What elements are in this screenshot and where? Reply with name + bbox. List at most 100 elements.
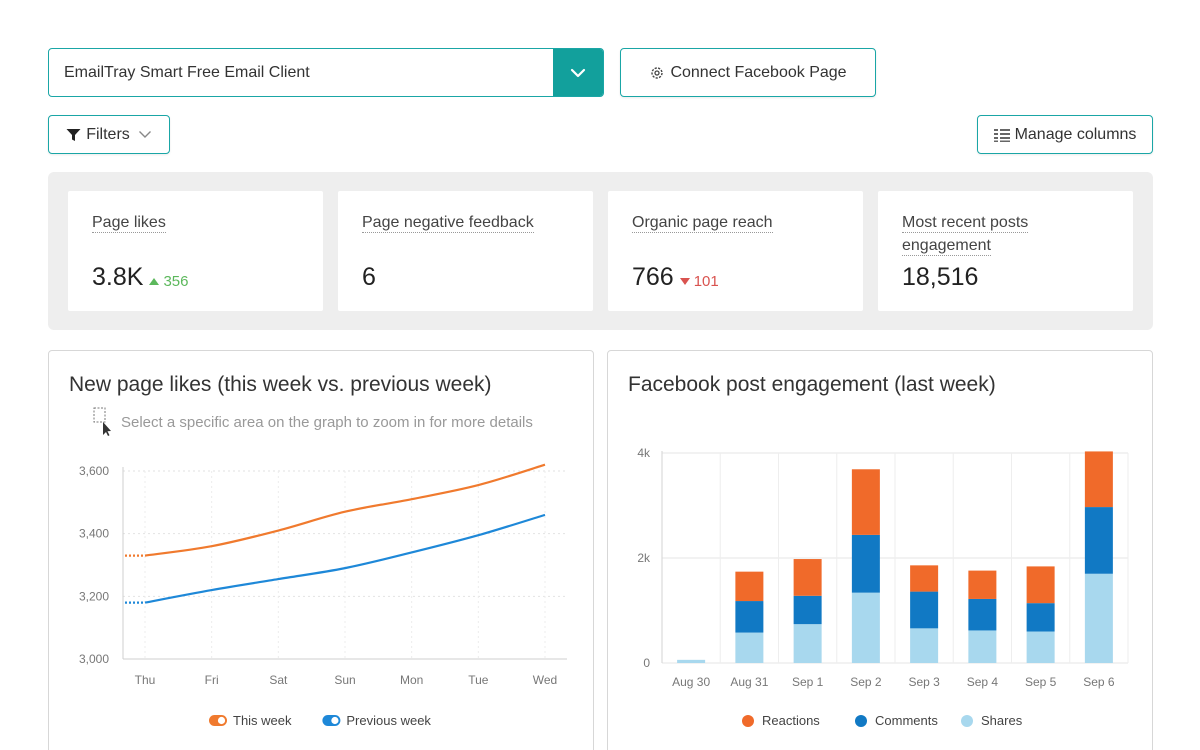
page-select-value: EmailTray Smart Free Email Client — [64, 63, 310, 81]
legend-toggle-knob — [331, 716, 339, 725]
bar-segment — [968, 630, 997, 663]
x-tick-label: Sep 3 — [908, 675, 940, 689]
x-tick-label: Aug 31 — [730, 675, 768, 689]
gear-icon — [649, 65, 665, 81]
filters-button[interactable]: Filters — [48, 115, 170, 154]
legend-label: Previous week — [346, 713, 431, 728]
legend-label: Reactions — [762, 713, 820, 728]
filters-label: Filters — [86, 125, 130, 143]
legend-dot-icon — [961, 715, 973, 727]
x-tick-label: Sep 6 — [1083, 675, 1115, 689]
kpi-card-posts-engagement: Most recent posts engagement 18,516 — [878, 191, 1133, 311]
panel-title: Facebook post engagement (last week) — [628, 373, 996, 396]
chevron-down-icon — [138, 130, 152, 139]
bar-segment — [910, 628, 939, 663]
legend-label: This week — [233, 713, 292, 728]
kpi-card-page-likes: Page likes 3.8K 356 — [68, 191, 323, 311]
bar-segment — [851, 469, 880, 535]
y-tick-label: 0 — [643, 656, 650, 670]
kpi-delta-value: 101 — [693, 273, 719, 290]
bar-segment — [1084, 573, 1113, 663]
series-line — [144, 513, 546, 604]
kpi-card-negative-feedback: Page negative feedback 6 — [338, 191, 593, 311]
bar-segment — [793, 595, 822, 625]
arrow-up-icon — [149, 278, 160, 285]
manage-columns-label: Manage columns — [1014, 125, 1137, 143]
arrow-down-icon — [679, 278, 690, 285]
post-engagement-panel: Facebook post engagement (last week) 4k 2… — [607, 350, 1153, 750]
x-tick-label: Sun — [334, 673, 355, 687]
kpi-label[interactable]: Page negative feedback — [362, 214, 534, 233]
kpi-card-organic-reach: Organic page reach 766 101 — [608, 191, 863, 311]
kpi-value-row: 18,516 — [902, 263, 978, 292]
legend-label: Shares — [981, 713, 1023, 728]
chevron-down-icon[interactable] — [553, 49, 603, 96]
bar-segment — [968, 570, 997, 599]
kpi-number: 18,516 — [902, 263, 979, 291]
bar-segment — [851, 592, 880, 663]
x-tick-label: Sep 4 — [967, 675, 999, 689]
y-tick-label: 3,200 — [79, 589, 109, 603]
series-line — [144, 463, 546, 557]
bar-segment — [677, 659, 706, 663]
legend-dot-icon — [855, 715, 867, 727]
manage-columns-button[interactable]: Manage columns — [977, 115, 1153, 154]
zoom-hint-text: Select a specific area on the graph to z… — [121, 413, 533, 431]
y-tick-label: 2k — [637, 551, 651, 565]
x-tick-label: Thu — [135, 673, 156, 687]
y-tick-label: 4k — [637, 446, 651, 460]
kpi-delta: 101 — [679, 273, 719, 290]
kpi-label[interactable]: Most recent posts engagement — [902, 214, 1029, 256]
kpi-value-row: 766 101 — [632, 263, 719, 292]
bar-segment — [851, 534, 880, 593]
x-tick-label: Sep 1 — [792, 675, 824, 689]
bar-segment — [735, 601, 764, 633]
bar-segment — [735, 632, 764, 663]
kpi-number: 3.8K — [92, 263, 144, 291]
x-tick-label: Sep 5 — [1025, 675, 1057, 689]
bar-segment — [1026, 566, 1055, 604]
connect-facebook-page-button[interactable]: Connect Facebook Page — [620, 48, 876, 97]
bar-segment — [793, 624, 822, 663]
bar-segment — [910, 565, 939, 592]
bar-segment — [1084, 451, 1113, 508]
y-tick-label: 3,600 — [79, 464, 109, 478]
x-tick-label: Sat — [269, 673, 288, 687]
y-tick-label: 3,400 — [79, 527, 109, 541]
bar-chart[interactable]: 4k 2k 0 Aug 30 Aug 31 Sep 1 Sep 2 Sep 3 Sep 4 Sep… — [608, 351, 1154, 750]
connect-facebook-page-label: Connect Facebook Page — [670, 63, 847, 81]
line-chart[interactable]: 3,600 3,400 3,200 3,000 Thu Fri Sat Sun Mon Tue We… — [49, 351, 595, 750]
bar-segment — [1084, 507, 1113, 574]
bar-segment — [735, 571, 764, 602]
bar-segment — [1026, 603, 1055, 632]
kpi-number: 766 — [632, 263, 674, 291]
columns-icon — [993, 128, 1010, 142]
bar-segment — [968, 598, 997, 631]
kpi-delta: 356 — [149, 273, 188, 290]
kpi-strip: Page likes 3.8K 356 Page negative feedba… — [48, 172, 1153, 330]
x-tick-label: Aug 30 — [672, 675, 710, 689]
new-page-likes-panel: New page likes (this week vs. previous w… — [48, 350, 594, 750]
bar-segment — [793, 559, 822, 596]
zoom-select-icon — [93, 407, 111, 437]
zoom-hint: Select a specific area on the graph to z… — [93, 407, 533, 437]
x-tick-label: Sep 2 — [850, 675, 882, 689]
panel-title: New page likes (this week vs. previous w… — [69, 373, 492, 396]
legend-label: Comments — [875, 713, 938, 728]
legend-toggle-knob — [217, 716, 226, 725]
x-tick-label: Mon — [400, 673, 423, 687]
kpi-label[interactable]: Organic page reach — [632, 214, 773, 233]
bar-segment — [910, 591, 939, 629]
bar-segment — [1026, 631, 1055, 663]
kpi-value-row: 3.8K 356 — [92, 263, 188, 292]
x-tick-label: Fri — [205, 673, 219, 687]
filter-icon — [66, 128, 81, 142]
x-tick-label: Tue — [468, 673, 489, 687]
page-select[interactable]: EmailTray Smart Free Email Client — [48, 48, 604, 97]
kpi-delta-value: 356 — [163, 273, 189, 290]
y-tick-label: 3,000 — [79, 652, 109, 666]
kpi-number: 6 — [362, 263, 376, 291]
x-tick-label: Wed — [533, 673, 557, 687]
legend-dot-icon — [742, 715, 754, 727]
kpi-label[interactable]: Page likes — [92, 214, 166, 233]
